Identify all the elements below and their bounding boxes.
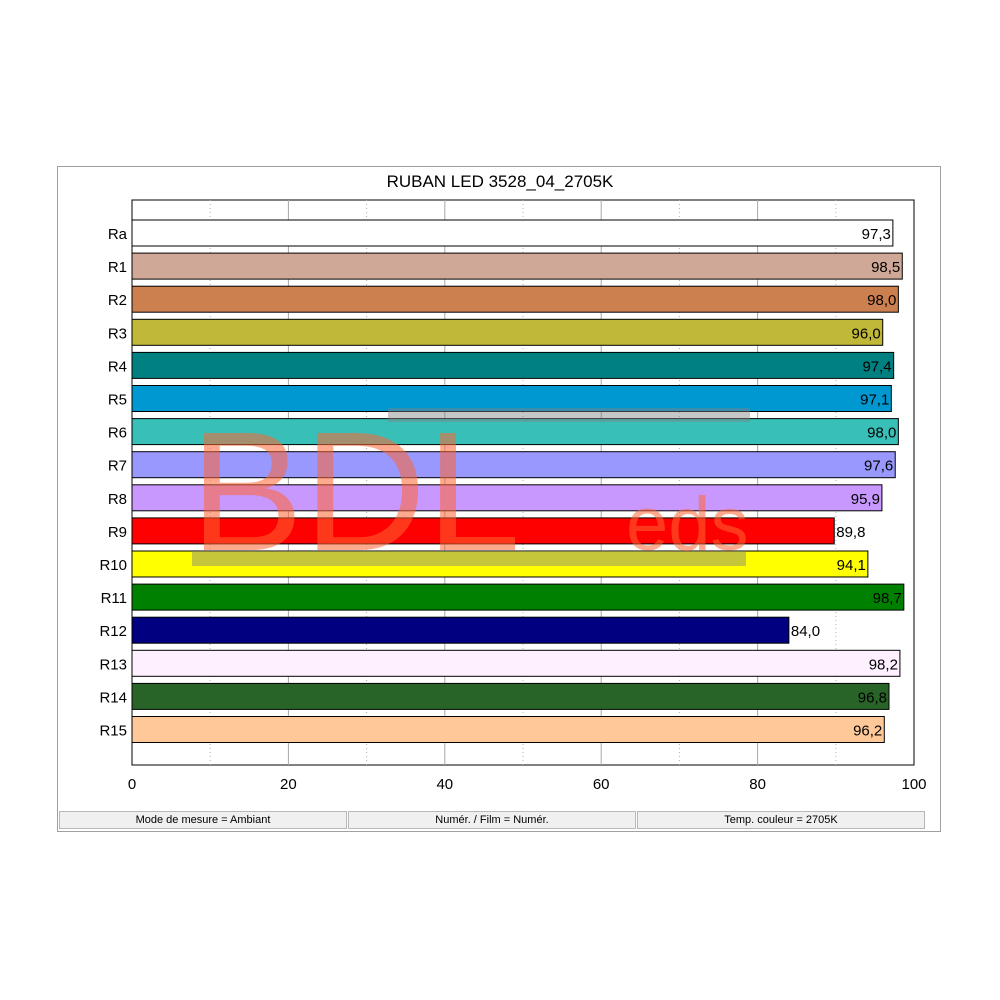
x-tick-label: 40 — [436, 776, 453, 793]
x-tick-labels: 0 20 40 60 80 100 — [128, 776, 927, 793]
value-label: 98,0 — [867, 425, 896, 442]
category-labels: Ra R1 R2 R3 R4 R5 R6 R7 R8 R9 R10 R11 R12 R13 R14 R15 — [99, 226, 127, 740]
value-label: 94,1 — [837, 557, 866, 574]
x-tick-label: 80 — [749, 776, 766, 793]
value-label: 98,0 — [867, 292, 896, 309]
bar-r8 — [131, 484, 883, 512]
category-label: R8 — [108, 491, 127, 508]
bar-r11 — [131, 583, 905, 611]
chart-title: RUBAN LED 3528_04_2705K — [387, 172, 614, 191]
bar-r5 — [131, 385, 892, 412]
category-label: R9 — [108, 524, 127, 541]
value-labels: 97,3 98,5 98,0 96,0 97,4 97,1 98,0 97,6 95,9 89,8… — [791, 226, 902, 740]
category-label: R6 — [108, 425, 127, 442]
status-film: Numér. / Film = Numér. — [348, 811, 636, 829]
category-label: R10 — [99, 557, 127, 574]
category-label: R3 — [108, 325, 127, 342]
x-tick-label: 100 — [901, 776, 926, 793]
value-label: 95,9 — [851, 491, 880, 508]
category-label: R15 — [99, 723, 127, 740]
bar-r14 — [131, 682, 890, 710]
category-label: R14 — [99, 689, 127, 706]
category-label: R7 — [108, 458, 127, 475]
value-label: 98,7 — [873, 590, 902, 607]
value-label: 96,2 — [853, 723, 882, 740]
value-label: 97,4 — [862, 358, 891, 375]
bar-r9 — [131, 517, 835, 545]
value-label: 96,0 — [852, 325, 881, 342]
bar-r10 — [131, 550, 869, 578]
bar-r13 — [131, 649, 901, 677]
bar-r7 — [131, 451, 896, 479]
status-mode: Mode de mesure = Ambiant — [59, 811, 347, 829]
bars — [131, 219, 905, 743]
x-tick-label: 0 — [128, 776, 136, 793]
bar-r15 — [131, 716, 885, 743]
bar-r12 — [131, 616, 790, 644]
status-temp: Temp. couleur = 2705K — [637, 811, 925, 829]
category-label: R2 — [108, 292, 127, 309]
value-label: 89,8 — [836, 524, 865, 541]
category-label: R12 — [99, 623, 127, 640]
value-label: 97,6 — [864, 458, 893, 475]
value-label: 98,2 — [869, 656, 898, 673]
category-label: R1 — [108, 259, 127, 276]
category-label: R5 — [108, 392, 127, 409]
bar-r1 — [131, 252, 903, 280]
status-bar: Mode de mesure = Ambiant Numér. / Film =… — [59, 811, 927, 829]
value-label: 98,5 — [871, 259, 900, 276]
category-label: R13 — [99, 656, 127, 673]
x-tick-label: 60 — [593, 776, 610, 793]
value-label: 97,1 — [860, 392, 889, 409]
value-label: 96,8 — [858, 689, 887, 706]
value-label: 84,0 — [791, 623, 820, 640]
bar-r2 — [131, 285, 899, 313]
category-label: R4 — [108, 358, 127, 375]
value-label: 97,3 — [862, 226, 891, 243]
category-label: Ra — [108, 226, 128, 243]
bar-r6 — [131, 418, 899, 446]
bar-r3 — [131, 318, 884, 346]
bar-ra — [131, 219, 894, 247]
x-tick-label: 20 — [280, 776, 297, 793]
category-label: R11 — [101, 590, 127, 607]
bar-r4 — [131, 351, 895, 379]
